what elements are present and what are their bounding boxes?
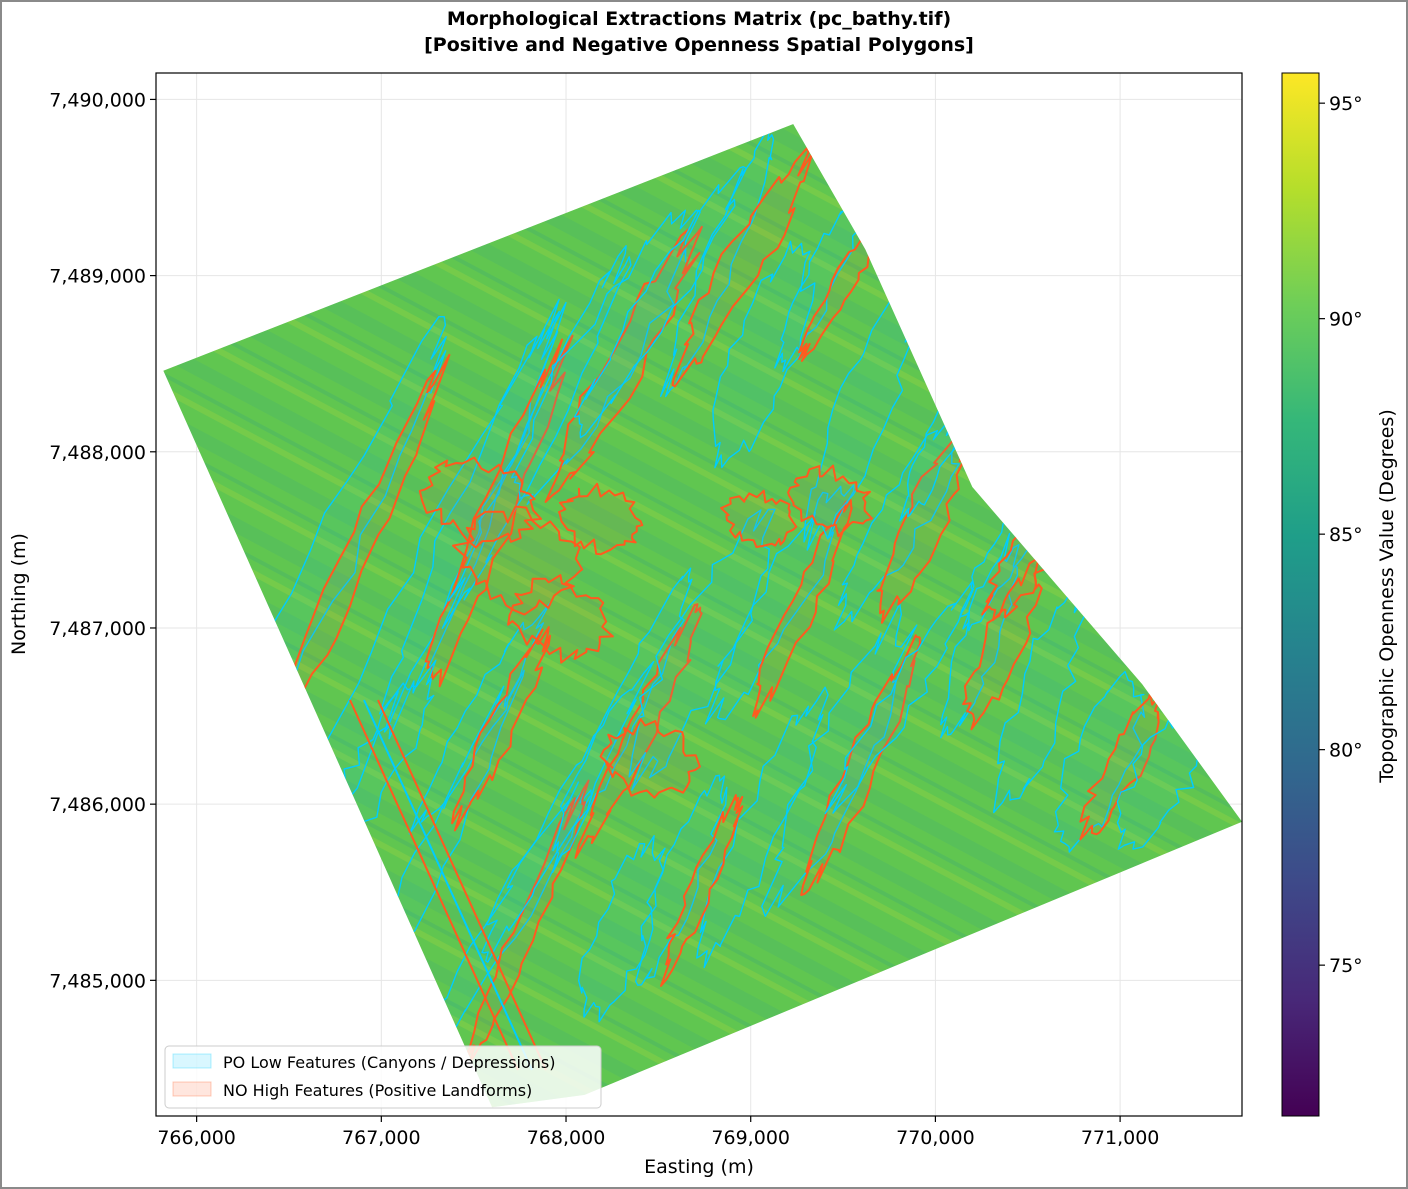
feature-polygon xyxy=(1116,717,1210,850)
x-axis-ticks: 766,000 767,000 768,000 769,000 770,000 771,0… xyxy=(157,1116,1159,1149)
chart-subtitle: [Positive and Negative Openness Spatial … xyxy=(424,34,974,56)
legend-swatch-no xyxy=(172,1081,212,1097)
feature-polygon xyxy=(824,580,974,815)
feature-polygon xyxy=(1079,691,1163,841)
colorbar-tick-label: 75° xyxy=(1329,955,1363,977)
x-axis-label: Easting (m) xyxy=(644,1156,754,1178)
trough-line xyxy=(349,699,519,1071)
y-tick-label: 7,490,000 xyxy=(49,89,146,111)
x-tick-label: 767,000 xyxy=(342,1127,421,1149)
colorbar-tick-label: 85° xyxy=(1329,524,1363,546)
y-tick-label: 7,489,000 xyxy=(49,266,146,288)
colorbar-tick-label: 80° xyxy=(1329,740,1363,762)
y-axis-label: Northing (m) xyxy=(8,533,30,655)
colorbar-tick-label: 95° xyxy=(1329,93,1363,115)
feature-polygon xyxy=(712,240,816,469)
feature-polygon xyxy=(573,165,748,439)
feature-polygon xyxy=(1053,670,1146,853)
colorbar-tick-label: 90° xyxy=(1329,309,1363,331)
x-tick-label: 768,000 xyxy=(527,1127,606,1149)
feature-polygon xyxy=(408,601,551,835)
x-tick-label: 771,000 xyxy=(1081,1127,1160,1149)
y-tick-label: 7,486,000 xyxy=(49,794,146,816)
feature-polygon xyxy=(696,686,829,969)
feature-polygon xyxy=(599,718,701,799)
legend: PO Low Features (Canyons / Depressions) … xyxy=(164,1045,602,1109)
feature-polygon xyxy=(441,245,632,630)
y-tick-label: 7,488,000 xyxy=(49,442,146,464)
legend-swatch-po xyxy=(172,1053,212,1069)
x-tick-label: 770,000 xyxy=(896,1127,975,1149)
legend-label-po: PO Low Features (Canyons / Depressions) xyxy=(223,1053,555,1072)
feature-polygon xyxy=(787,464,873,538)
feature-polygon xyxy=(720,489,798,548)
feature-polygon xyxy=(660,794,744,987)
feature-polygon xyxy=(418,456,543,549)
feature-polygon xyxy=(628,508,776,791)
colorbar xyxy=(1281,72,1320,1117)
feature-polygon xyxy=(451,626,551,832)
feature-polygon xyxy=(452,505,584,616)
colorbar-label: Topographic Openness Value (Degrees) xyxy=(1376,409,1398,783)
feature-polygon xyxy=(671,147,814,388)
feature-polygon xyxy=(993,578,1087,814)
feature-polygon xyxy=(940,532,1020,739)
feature-polygon xyxy=(800,634,921,896)
feature-polygon xyxy=(752,499,853,719)
feature-polygon xyxy=(507,574,614,664)
feature-polygon xyxy=(551,567,693,874)
feature-polygon xyxy=(761,602,918,917)
y-axis-ticks: 7,485,000 7,486,000 7,487,000 7,488,000 7,48… xyxy=(49,89,156,992)
feature-polygon xyxy=(578,835,666,1023)
feature-polygon xyxy=(962,558,1043,731)
openness-polygons xyxy=(213,126,1210,1087)
y-tick-label: 7,485,000 xyxy=(49,970,146,992)
feature-polygon xyxy=(510,209,701,506)
legend-label-no: NO High Features (Positive Landforms) xyxy=(223,1081,532,1100)
feature-polygon xyxy=(558,482,644,556)
plot-border xyxy=(155,72,1243,1117)
feature-polygon xyxy=(876,432,970,624)
legend-box xyxy=(164,1045,602,1109)
feature-polygon xyxy=(574,603,703,859)
feature-polygon xyxy=(544,225,703,503)
feature-polygon xyxy=(774,201,863,373)
colorbar-ticks: 75° 80° 85° 90° 95° xyxy=(1319,93,1363,977)
y-tick-label: 7,487,000 xyxy=(49,618,146,640)
trough-line xyxy=(363,699,533,1071)
trough-line xyxy=(377,699,547,1071)
x-tick-label: 769,000 xyxy=(711,1127,790,1149)
x-tick-label: 766,000 xyxy=(157,1127,236,1149)
chart-title: Morphological Extractions Matrix (pc_bat… xyxy=(446,8,952,30)
